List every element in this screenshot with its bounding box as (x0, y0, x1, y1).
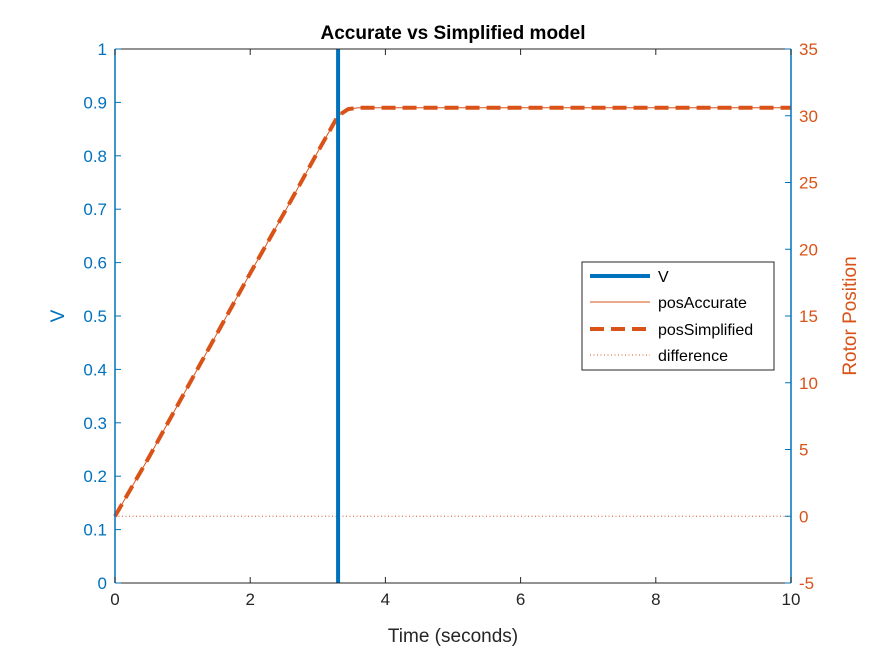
y-right-tick-label: 35 (799, 40, 818, 59)
y-left-tick-label: 1 (98, 40, 107, 59)
y-left-tick-label: 0.7 (83, 200, 107, 219)
y-right-tick-label: 20 (799, 240, 818, 259)
y-axis-label-left: V (48, 309, 69, 322)
x-tick-label: 4 (381, 590, 390, 609)
y-left-tick-label: 0.8 (83, 147, 107, 166)
legend-box (581, 261, 775, 371)
y-left-tick-label: 0.2 (83, 467, 107, 486)
legend-label-v: V (658, 269, 669, 286)
y-right-tick-label: 15 (799, 307, 818, 326)
x-tick-label: 10 (782, 590, 801, 609)
y-left-tick-label: 0.3 (83, 414, 107, 433)
legend-label-possimplified: posSimplified (658, 322, 753, 339)
y-right-tick-label: -5 (799, 574, 814, 593)
y-left-tick-label: 0.9 (83, 93, 107, 112)
x-axis-label: Time (seconds) (388, 626, 518, 647)
x-tick-label: 2 (245, 590, 254, 609)
y-right-tick-label: 10 (799, 374, 818, 393)
legend: V posAccurate posSimplified difference (581, 261, 775, 371)
y-left-tick-label: 0.1 (83, 521, 107, 540)
y-left-tick-label: 0.5 (83, 307, 107, 326)
y-left-tick-label: 0.4 (83, 360, 107, 379)
y-right-tick-label: 5 (799, 441, 808, 460)
x-tick-label: 8 (651, 590, 660, 609)
y-right-tick-label: 0 (799, 507, 808, 526)
ticks-layer: 0 2 4 6 8 10 0 0.1 0.2 0.3 0.4 0.5 0.6 0.7 0.8 0.9 1 -5 0 5… (83, 40, 818, 609)
y-axis-label-right: Rotor Position (840, 256, 861, 375)
legend-label-posaccurate: posAccurate (658, 295, 747, 312)
x-tick-label: 0 (110, 590, 119, 609)
x-tick-label: 6 (516, 590, 525, 609)
y-left-tick-label: 0.6 (83, 254, 107, 273)
y-right-tick-label: 25 (799, 174, 818, 193)
y-right-tick-label: 30 (799, 107, 818, 126)
series-layer (113, 49, 791, 583)
chart-title: Accurate vs Simplified model (320, 23, 585, 44)
series-line-possimplified (113, 105, 791, 518)
y-left-tick-label: 0 (98, 574, 107, 593)
legend-label-difference: difference (658, 348, 728, 365)
